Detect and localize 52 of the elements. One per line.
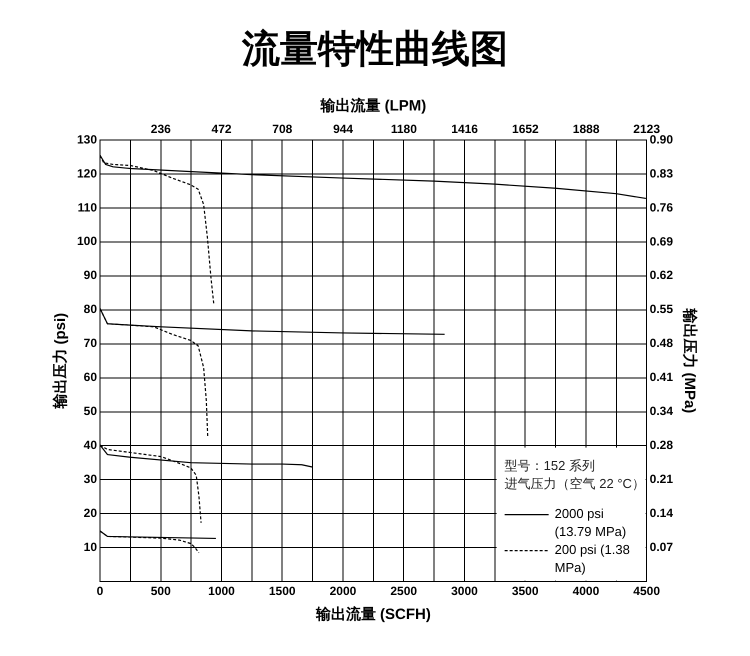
chart-title: 流量特性曲线图: [241, 27, 508, 70]
y2-tick-label: 0.34: [650, 404, 674, 418]
y2-tick-label: 0.69: [650, 234, 674, 248]
x-axis-title: 输出流量 (SCFH): [314, 605, 431, 624]
x-tick-label: 3500: [512, 584, 539, 598]
x2-tick-label: 1652: [512, 122, 540, 136]
legend-label: 2000 psi (13.79 MPa): [554, 506, 626, 540]
y-tick-label: 20: [84, 506, 98, 520]
x2-tick-label: 1180: [390, 122, 418, 136]
x2-tick-label: 1416: [451, 122, 478, 136]
y2-axis-title: 输出压力 (MPa): [680, 307, 698, 414]
y-tick-label: 40: [84, 438, 98, 452]
y2-tick-label: 0.21: [650, 472, 674, 486]
y-tick-label: 60: [84, 370, 98, 384]
x-tick-label: 3000: [451, 584, 478, 598]
y2-tick-label: 0.55: [650, 302, 674, 316]
y-tick-label: 50: [84, 404, 98, 418]
y-tick-label: 30: [84, 472, 98, 486]
x2-tick-label: 472: [212, 122, 232, 136]
x2-tick-label: 236: [150, 122, 172, 136]
y2-tick-label: 0.76: [650, 200, 674, 214]
annotation: 型号：152 系列: [504, 458, 595, 474]
y-tick-label: 70: [84, 336, 98, 350]
x-tick-label: 1500: [268, 584, 296, 598]
x2-tick-label: 944: [333, 122, 354, 136]
y-tick-label: 80: [84, 302, 98, 316]
x-tick-label: 2500: [390, 584, 418, 598]
x2-axis-title: 输出流量 (LPM): [319, 96, 426, 115]
y2-tick-label: 0.83: [650, 166, 674, 180]
y2-tick-label: 0.62: [650, 268, 674, 282]
x-tick-label: 4500: [633, 584, 660, 598]
y2-tick-label: 0.14: [650, 506, 674, 520]
x2-tick-label: 1888: [572, 122, 600, 136]
x-tick-label: 2000: [330, 584, 357, 598]
y2-tick-label: 0.48: [650, 336, 674, 350]
y-tick-label: 120: [76, 166, 98, 180]
x-tick-label: 4000: [572, 584, 600, 598]
y-axis-title: 输出压力 (psi): [52, 312, 70, 410]
y-tick-label: 130: [76, 132, 98, 146]
y-tick-label: 10: [84, 540, 98, 554]
x-tick-label: 1000: [208, 584, 236, 598]
legend-title: 进气压力（空气 22 °C）: [504, 476, 645, 492]
y-tick-label: 110: [78, 200, 98, 214]
legend-label: 200 psi (1.38 MPa): [554, 542, 630, 576]
y2-tick-label: 0.41: [650, 370, 674, 384]
x-tick-label: 500: [150, 584, 172, 598]
y-tick-label: 90: [84, 268, 98, 282]
x-tick-label: 0: [96, 584, 104, 598]
y-tick-label: 100: [76, 234, 98, 248]
y2-tick-label: 0.28: [650, 438, 674, 452]
y2-tick-label: 0.07: [650, 540, 674, 554]
x2-tick-label: 708: [272, 122, 293, 136]
